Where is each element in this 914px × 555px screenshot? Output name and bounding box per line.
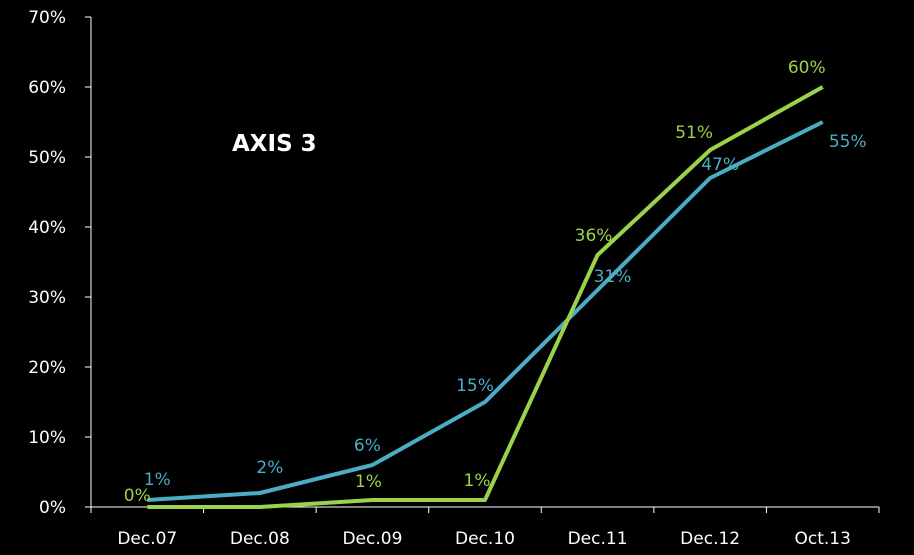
x-tick-label: Dec.07 [117, 529, 177, 549]
x-axis-ticks: Dec.07 Dec.08 Dec.09 Dec.10 Dec.11 Dec.12 Oct.… [90, 507, 880, 549]
y-tick-label: 10% [28, 428, 66, 448]
data-label-blue: 47% [701, 155, 739, 175]
x-tick-label: Dec.08 [230, 529, 290, 549]
y-tick-label: 40% [28, 218, 66, 238]
x-tick-label: Dec.12 [680, 529, 740, 549]
data-label-green: 51% [675, 123, 713, 143]
data-label-blue: 1% [144, 470, 171, 490]
data-label-green: 60% [788, 58, 826, 78]
data-label-blue: 2% [256, 458, 283, 478]
series-line-blue [147, 120, 824, 502]
y-tick-label: 60% [28, 78, 66, 98]
y-tick-label: 20% [28, 358, 66, 378]
series-line-green [147, 85, 824, 509]
data-label-blue: 55% [829, 132, 867, 152]
y-tick-label: 50% [28, 148, 66, 168]
y-axis-ticks: 0% 10% 20% 30% 40% 50% 60% 70% [28, 8, 91, 518]
series-lines [147, 85, 824, 509]
data-label-blue: 15% [456, 376, 494, 396]
data-labels: 1%2%6%15%31%47%55%0%1% 1%36%51%60% [124, 58, 867, 506]
data-label-green: 1% [355, 472, 382, 492]
y-tick-label: 0% [39, 498, 66, 518]
data-label-green: 36% [575, 226, 613, 246]
data-label-green: 1% [464, 471, 491, 491]
x-tick-label: Dec.10 [455, 529, 515, 549]
data-label-blue: 31% [594, 267, 632, 287]
x-tick-label: Dec.11 [568, 529, 628, 549]
chart-axes [90, 17, 879, 508]
x-tick-label: Oct.13 [794, 529, 850, 549]
y-tick-label: 30% [28, 288, 66, 308]
data-label-green: 0% [124, 486, 151, 506]
chart-title: AXIS 3 [232, 131, 317, 157]
x-tick-label: Dec.09 [342, 529, 402, 549]
y-tick-label: 70% [28, 8, 66, 28]
data-label-blue: 6% [354, 436, 381, 456]
